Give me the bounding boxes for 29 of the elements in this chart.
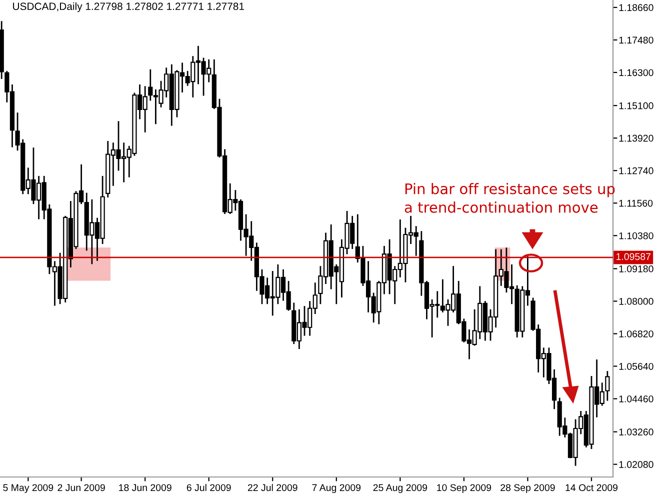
y-tick-label: 1.11560 [619, 200, 653, 207]
y-tick-label: 1.13920 [619, 134, 654, 142]
y-tick-label: 1.16300 [619, 69, 654, 76]
x-tick-label: 14 Oct 2009 [566, 484, 618, 492]
y-tick-label: 1.05640 [619, 362, 654, 370]
x-tick-label: 5 May 2009 [3, 484, 54, 494]
y-tick-label: 1.03260 [619, 428, 654, 436]
x-tick-label: 25 Aug 2009 [373, 484, 428, 494]
ref-line-label: 1.09587 [616, 253, 650, 260]
y-tick-label: 1.08000 [619, 298, 654, 305]
y-tick-label: 1.17480 [619, 36, 654, 44]
y-tick-label: 1.15100 [619, 102, 654, 110]
x-tick-label: 18 Jun 2009 [119, 484, 172, 492]
candlestick [605, 371, 610, 401]
y-tick-label: 1.02080 [619, 461, 654, 468]
annotation: Pin bar off resistance sets up a trend-continuation move [404, 183, 615, 213]
y-tick-label: 1.04460 [619, 395, 654, 402]
x-tick-label: 2 Jun 2009 [58, 484, 105, 492]
y-tick-label: 1.12740 [619, 167, 654, 174]
x-tick-label: 22 Jul 2009 [248, 484, 298, 492]
y-tick-label: 1.18660 [619, 4, 654, 12]
x-tick-label: 6 Jul 2009 [186, 484, 231, 492]
y-tick-label: 1.10380 [619, 232, 654, 240]
y-tick-label: 1.06820 [619, 330, 654, 338]
x-tick-label: 10 Sep 2009 [437, 484, 492, 494]
x-tick-label: 28 Sep 2009 [500, 484, 555, 494]
x-tick-label: 7 Aug 2009 [312, 484, 361, 494]
chart-title: USDCAD,Daily 1.27798 1.27802 1.27771 1.27781 [13, 2, 244, 12]
y-tick-label: 1.09180 [619, 265, 654, 272]
